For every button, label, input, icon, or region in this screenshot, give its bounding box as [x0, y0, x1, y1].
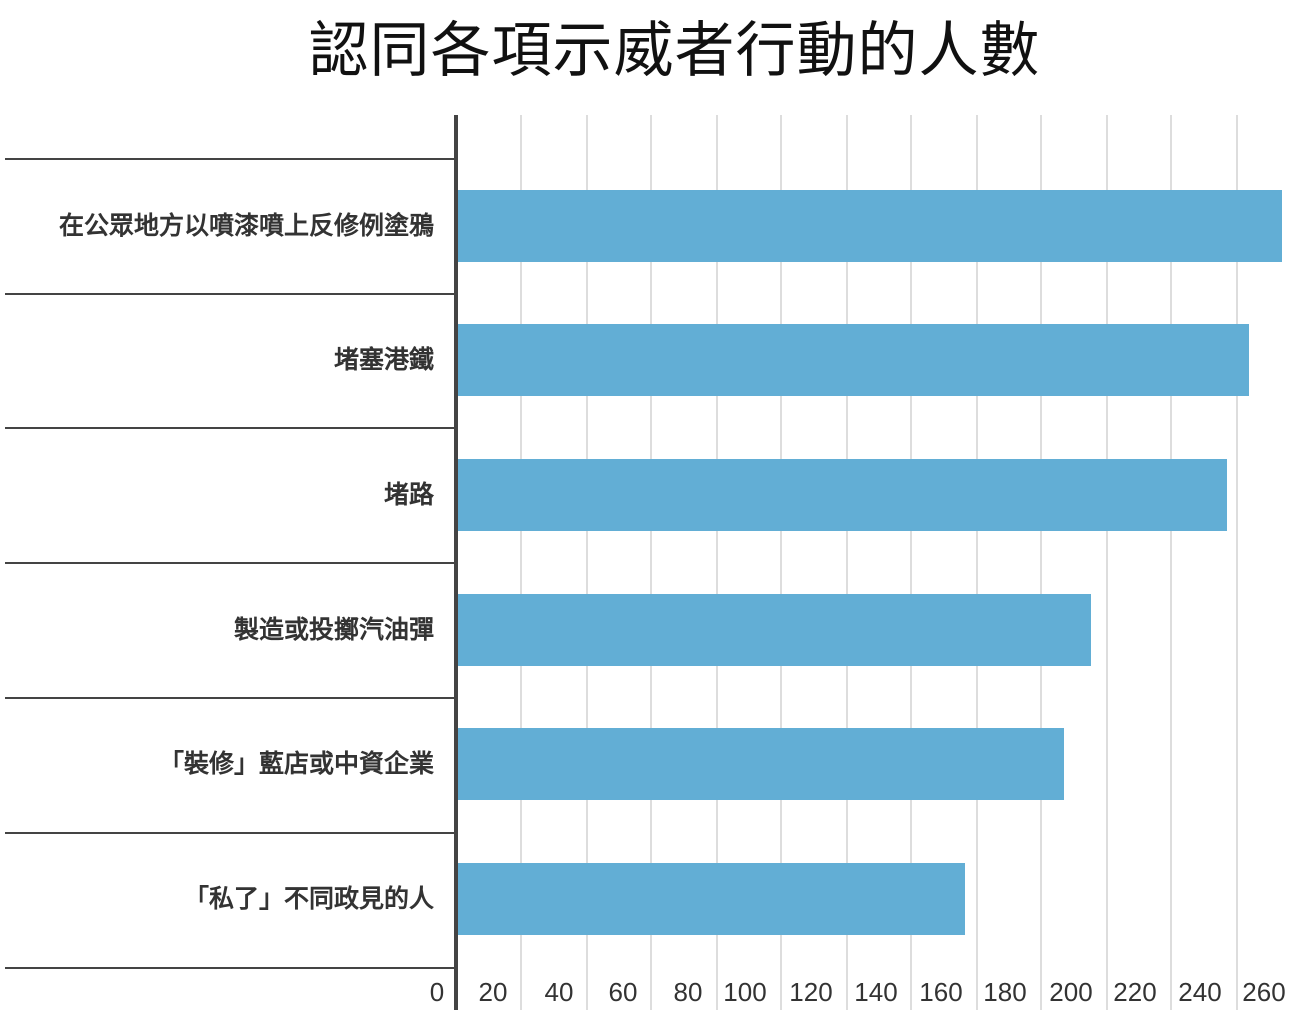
x-tick-label: 140 — [854, 977, 898, 1007]
category-separator — [5, 293, 455, 295]
bar — [458, 324, 1249, 396]
gridline — [1170, 115, 1172, 1010]
category-separator — [5, 697, 455, 699]
x-tick-label: 80 — [673, 977, 703, 1007]
bar — [458, 190, 1282, 262]
gridline — [1106, 115, 1108, 1010]
category-separator — [5, 562, 455, 564]
gridline — [976, 115, 978, 1010]
x-tick-label: 100 — [723, 977, 767, 1007]
x-tick-label: 200 — [1049, 977, 1093, 1007]
bar — [458, 594, 1091, 666]
x-tick-label: 60 — [608, 977, 638, 1007]
category-label: 製造或投擲汽油彈 — [233, 615, 434, 644]
x-tick-label: 220 — [1113, 977, 1157, 1007]
category-label: 「裝修」藍店或中資企業 — [158, 749, 434, 778]
gridline — [780, 115, 782, 1010]
category-separator — [5, 967, 455, 969]
category-label: 「私了」不同政見的人 — [183, 884, 434, 913]
x-tick-label: 260 — [1242, 977, 1286, 1007]
x-tick-label: 240 — [1178, 977, 1222, 1007]
y-axis-line — [454, 115, 458, 1010]
category-label: 堵塞港鐵 — [333, 345, 434, 374]
gridline — [586, 115, 588, 1010]
x-tick-label: 180 — [983, 977, 1027, 1007]
gridline — [520, 115, 522, 1010]
category-label: 堵路 — [383, 480, 434, 509]
gridline — [716, 115, 718, 1010]
category-separator — [5, 158, 455, 160]
gridline — [846, 115, 848, 1010]
gridline — [1040, 115, 1042, 1010]
gridline — [650, 115, 652, 1010]
category-label: 在公眾地方以噴漆噴上反修例塗鴉 — [58, 211, 434, 240]
x-tick-label: 20 — [478, 977, 508, 1007]
bar — [458, 459, 1227, 531]
category-separator — [5, 427, 455, 429]
x-tick-label: 120 — [789, 977, 833, 1007]
bar — [458, 728, 1064, 800]
x-tick-label: 160 — [919, 977, 963, 1007]
chart-title: 認同各項示威者行動的人數 — [308, 16, 1041, 86]
gridline — [1236, 115, 1238, 1010]
gridline — [910, 115, 912, 1010]
bar — [458, 863, 965, 935]
category-separator — [5, 832, 455, 834]
x-tick-label: 40 — [544, 977, 574, 1007]
x-tick-label: 0 — [429, 977, 445, 1007]
